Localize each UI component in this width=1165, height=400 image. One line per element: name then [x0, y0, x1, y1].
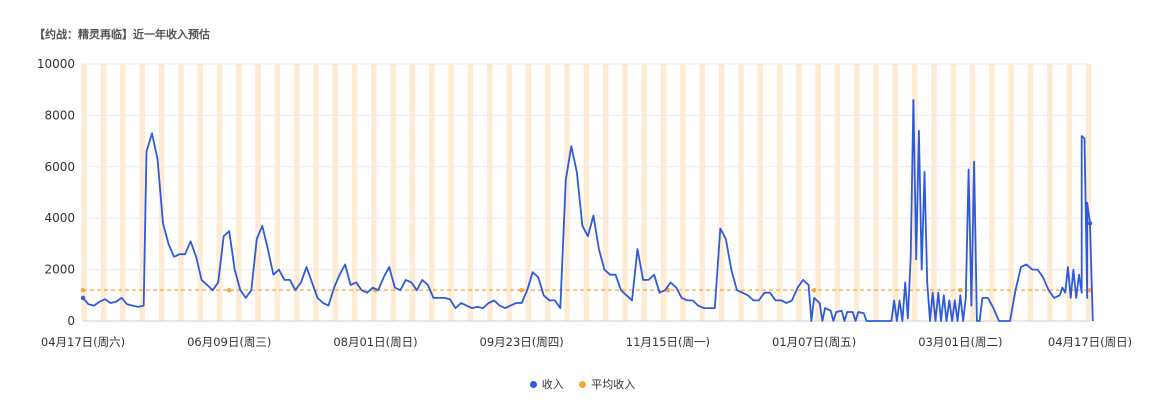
weekend-band	[1008, 64, 1014, 321]
y-tick-label: 6000	[44, 160, 75, 174]
weekend-band	[100, 64, 107, 321]
weekend-band	[81, 64, 87, 321]
weekend-band	[293, 64, 300, 321]
weekend-band	[409, 64, 416, 321]
legend-item-average[interactable]: 平均收入	[579, 376, 635, 392]
income-color-dot	[529, 380, 537, 388]
weekend-band	[1066, 64, 1072, 321]
weekend-band	[776, 64, 783, 321]
weekend-band	[641, 64, 648, 321]
weekend-band	[834, 64, 841, 321]
x-tick-label: 11月15日(周一)	[626, 335, 710, 349]
weekend-band	[564, 64, 570, 321]
weekend-band	[660, 64, 667, 321]
y-tick-label: 4000	[44, 211, 75, 225]
weekend-band	[892, 64, 899, 321]
weekend-band	[853, 64, 860, 321]
x-tick-label: 06月09日(周三)	[187, 335, 271, 349]
weekend-band	[815, 64, 821, 321]
weekend-band	[544, 64, 551, 321]
legend-item-income[interactable]: 收入	[529, 376, 564, 392]
income-point	[80, 295, 86, 301]
weekend-band	[487, 64, 493, 321]
weekend-band	[622, 64, 628, 321]
weekend-band	[699, 64, 705, 321]
weekend-band	[969, 64, 976, 321]
weekend-band	[120, 64, 126, 321]
legend-income-label: 收入	[541, 378, 564, 391]
weekend-band	[873, 64, 879, 321]
y-tick-label: 0	[67, 314, 75, 328]
y-tick-label: 10000	[37, 57, 75, 71]
weekend-band	[255, 64, 261, 321]
weekend-band	[989, 64, 995, 321]
y-tick-label: 2000	[44, 263, 75, 277]
weekend-band	[1027, 64, 1034, 321]
average-point	[958, 287, 963, 293]
average-point	[80, 287, 86, 293]
legend-average-label: 平均收入	[591, 378, 636, 391]
weekend-band	[757, 64, 763, 321]
weekend-band	[313, 64, 319, 321]
average-point	[227, 287, 232, 293]
x-tick-label: 08月01日(周日)	[333, 335, 417, 349]
weekend-band	[371, 64, 377, 321]
income-point	[1087, 221, 1093, 226]
weekend-band	[390, 64, 396, 321]
weekend-band	[158, 64, 165, 321]
weekend-band	[1047, 64, 1053, 321]
weekend-band	[332, 64, 339, 321]
weekend-band	[235, 64, 242, 321]
average-point	[519, 287, 524, 293]
weekend-band	[1085, 64, 1092, 321]
weekend-band	[216, 64, 223, 321]
weekend-band	[680, 64, 686, 321]
x-tick-label: 09月23日(周四)	[480, 335, 564, 349]
x-tick-label: 04月17日(周六)	[41, 335, 125, 349]
weekend-band	[178, 64, 184, 321]
x-axis-ticks: 04月17日(周六) 06月09日(周三) 08月01日(周日) 09月23日(周四)…	[41, 335, 1132, 349]
weekend-band	[950, 64, 957, 321]
x-tick-label: 03月01日(周二)	[918, 335, 1002, 349]
weekend-band	[506, 64, 512, 321]
weekend-band	[197, 64, 203, 321]
weekend-band	[718, 64, 725, 321]
line-chart: 0 2000 4000 6000 8000 10000 04月17日(周六) 06月09日(…	[37, 57, 1132, 349]
weekend-band	[931, 64, 937, 321]
weekend-band	[738, 64, 744, 321]
weekend-band	[525, 64, 532, 321]
weekend-bands	[81, 64, 1092, 321]
weekend-band	[351, 64, 358, 321]
weekend-band	[274, 64, 281, 321]
y-tick-label: 8000	[44, 108, 75, 122]
x-tick-label: 04月17日(周日)	[1048, 335, 1132, 349]
chart-title: 【约战：精灵再临】近一年收入预估	[34, 28, 210, 41]
legend: 收入 平均收入	[0, 376, 1165, 392]
income-series-group	[80, 99, 1094, 322]
income-line	[82, 99, 1094, 322]
weekend-band	[602, 64, 609, 321]
weekend-band	[139, 64, 145, 321]
weekend-band	[583, 64, 590, 321]
average-point	[811, 287, 817, 293]
weekend-band	[429, 64, 435, 321]
x-tick-label: 01月07日(周五)	[772, 335, 856, 349]
weekend-band	[448, 64, 454, 321]
average-color-dot	[579, 380, 587, 388]
y-axis-ticks: 0 2000 4000 6000 8000 10000	[37, 57, 75, 328]
weekend-band	[796, 64, 802, 321]
weekend-band	[467, 64, 474, 321]
